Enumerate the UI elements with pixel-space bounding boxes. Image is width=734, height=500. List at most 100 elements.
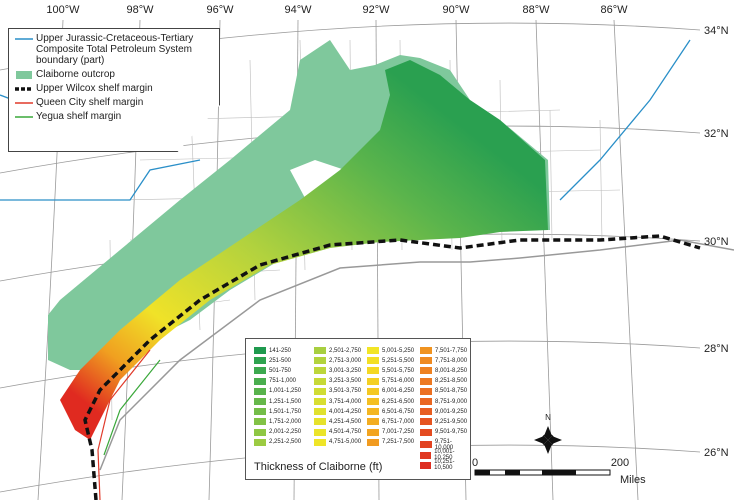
thickness-label: 141-250: [269, 347, 292, 354]
latitude-label: 28°N: [704, 343, 729, 355]
thickness-label: 3,751-4,000: [329, 398, 362, 405]
thickness-label: 5,251-5,500: [382, 357, 415, 364]
thickness-class: 6,501-6,750: [367, 408, 415, 416]
legend-symbol: [15, 87, 33, 91]
thickness-label: 2,251-2,500: [269, 439, 302, 446]
thickness-swatch: [254, 347, 266, 354]
north-label: N: [545, 413, 551, 422]
thickness-class: 501-750: [254, 367, 292, 375]
longitude-label: 98°W: [126, 4, 154, 16]
thickness-class: 8,501-8,750: [420, 387, 467, 395]
legend-label: Claiborne outcrop: [36, 69, 115, 80]
thickness-class: 9,501-9,750: [420, 428, 467, 436]
thickness-label: 6,251-6,500: [382, 398, 415, 405]
longitude-label: 92°W: [362, 4, 390, 16]
thickness-label: 7,001-7,250: [382, 429, 415, 436]
yegua-margin: [103, 359, 161, 456]
thickness-class: 3,001-3,250: [314, 367, 362, 375]
legend-symbol: [15, 38, 33, 40]
thickness-label: 3,001-3,250: [329, 367, 362, 374]
thickness-swatch: [314, 418, 326, 426]
scale-end: 200: [611, 457, 629, 469]
thickness-class: 3,251-3,500: [314, 377, 362, 385]
thickness-class: 5,251-5,500: [367, 357, 415, 365]
longitude-label: 88°W: [522, 4, 550, 16]
thickness-class: 2,501-2,750: [314, 347, 361, 354]
thickness-class: 10,251-10,500: [420, 459, 470, 471]
thickness-class: 1,251-1,500: [254, 398, 301, 405]
thickness-swatch: [420, 398, 432, 405]
legend-item: Claiborne outcrop: [15, 69, 213, 80]
thickness-swatch: [314, 377, 326, 385]
thickness-swatch: [314, 367, 326, 375]
thickness-label: 2,001-2,250: [269, 429, 302, 436]
thickness-label: 6,751-7,000: [382, 418, 415, 425]
thickness-swatch: [314, 387, 326, 395]
thickness-class: 251-500: [254, 357, 292, 365]
latitude-label: 26°N: [704, 447, 729, 459]
thickness-label: 1,251-1,500: [269, 398, 302, 405]
thickness-swatch: [314, 428, 326, 436]
thickness-label: 3,251-3,500: [329, 378, 362, 385]
thickness-class: 7,251-7,500: [367, 438, 414, 446]
legend-symbol: [15, 102, 33, 104]
thickness-class: 5,001-5,250: [367, 347, 414, 354]
thickness-label: 4,751-5,000: [329, 439, 362, 446]
thickness-swatch: [254, 357, 266, 365]
legend-label: Queen City shelf margin: [36, 97, 144, 108]
longitude-label: 90°W: [442, 4, 470, 16]
thickness-swatch: [254, 387, 266, 395]
thickness-swatch: [420, 461, 432, 469]
thickness-label: 5,751-6,000: [382, 378, 415, 385]
thickness-swatch: [420, 441, 432, 449]
thickness-class: 4,001-4,250: [314, 408, 361, 416]
legend-symbol: [16, 71, 32, 79]
thickness-label: 9,751-10,000: [434, 438, 454, 451]
thickness-label: 501-750: [269, 367, 292, 374]
thickness-class: 4,751-5,000: [314, 438, 362, 446]
thickness-class: 1,751-2,000: [254, 418, 301, 426]
meridian: [613, 19, 639, 500]
thickness-legend-title: Thickness of Claiborne (ft): [254, 461, 383, 473]
scale-start: 0: [472, 457, 478, 469]
thickness-label: 1,001-1,250: [269, 388, 302, 395]
thickness-class: 9,251-9,500: [420, 418, 468, 426]
longitude-label: 86°W: [600, 4, 628, 16]
thickness-label: 6,001-6,250: [382, 388, 415, 395]
thickness-swatch: [420, 347, 432, 354]
thickness-class: 8,251-8,500: [420, 377, 468, 385]
longitude-label: 100°W: [46, 4, 80, 16]
scale-unit: Miles: [620, 474, 646, 486]
thickness-swatch: [420, 357, 432, 365]
meridian: [535, 19, 554, 500]
thickness-swatch: [314, 408, 326, 416]
thickness-class: 6,251-6,500: [367, 398, 414, 405]
thickness-label: 9,251-9,500: [435, 418, 468, 425]
thickness-label: 7,751-8,000: [435, 357, 468, 364]
thickness-label: 251-500: [269, 357, 292, 364]
thickness-label: 6,501-6,750: [382, 408, 415, 415]
thickness-swatch: [254, 418, 266, 426]
thickness-swatch: [254, 367, 266, 375]
legend: Upper Jurassic-Cretaceous-Tertiary Compo…: [8, 28, 220, 152]
longitude-label: 94°W: [284, 4, 312, 16]
thickness-label: 8,251-8,500: [435, 378, 468, 385]
thickness-legend: Thickness of Claiborne (ft) 141-250 251-5…: [245, 338, 471, 480]
thickness-swatch: [367, 387, 379, 395]
thickness-label: 5,001-5,250: [382, 347, 415, 354]
thickness-swatch: [367, 367, 379, 375]
thickness-swatch: [254, 408, 266, 416]
thickness-swatch: [314, 357, 326, 365]
thickness-label: 10,251-10,500: [434, 459, 455, 472]
thickness-class: 7,751-8,000: [420, 357, 468, 365]
thickness-label: 4,251-4,500: [329, 418, 362, 425]
thickness-label: 1,501-1,750: [269, 408, 302, 415]
thickness-class: 10,001-10,250: [420, 449, 470, 461]
thickness-label: 3,501-3,750: [329, 388, 362, 395]
thickness-class: 6,001-6,250: [367, 387, 415, 395]
thickness-swatch: [367, 408, 379, 416]
coastline: [99, 239, 734, 471]
legend-label: Yegua shelf margin: [36, 111, 122, 122]
thickness-swatch: [420, 428, 432, 436]
